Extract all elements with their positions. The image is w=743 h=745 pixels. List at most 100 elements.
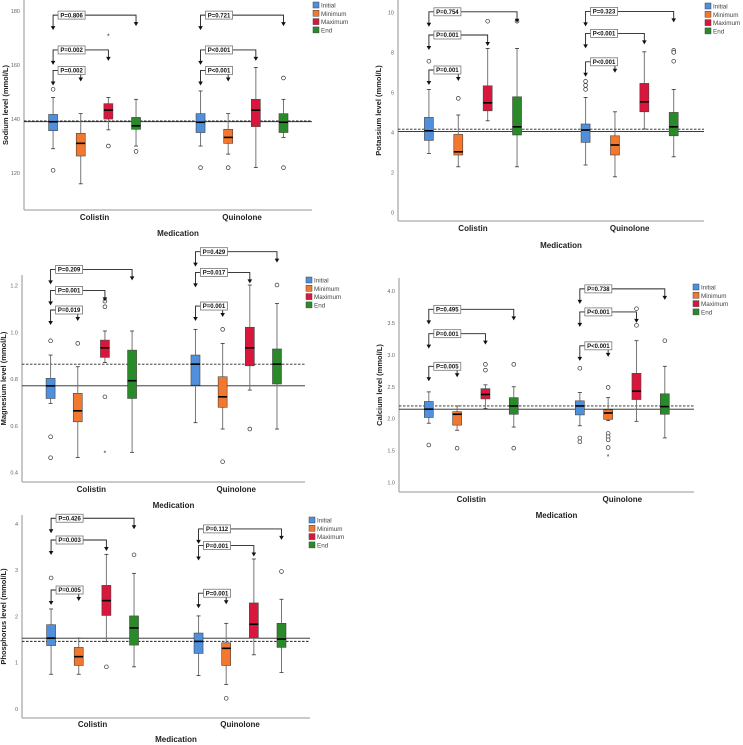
chart-panel-potassium: 0 2 4 6 8 10 Potassium level (mmol/L) Colistin Q… [374, 0, 740, 250]
p-value-label: P=0.001 [436, 33, 459, 39]
box-quinolone-maximum [251, 67, 261, 169]
x-category-label: Colistin [457, 495, 486, 504]
p-value-box [57, 45, 86, 55]
y-tick-label: 0.8 [10, 377, 18, 383]
box-iqr [424, 117, 434, 141]
outlier-point [198, 165, 203, 170]
box-quinolone-maximum [249, 558, 259, 656]
y-tick-label: 4 [15, 522, 18, 528]
box-quinolone-end [278, 75, 289, 170]
box-colistin-maximum: * [103, 33, 114, 149]
arrowhead-icon [281, 22, 286, 27]
legend-swatch-minimum [692, 292, 700, 299]
legend-swatch-end [308, 541, 316, 549]
p-value-label: P=0.002 [60, 69, 83, 75]
arrowhead-icon [426, 377, 432, 382]
y-tick-label: 1 [15, 661, 18, 667]
legend-label: End [321, 27, 333, 34]
outlier-point [48, 434, 53, 439]
box-colistin-maximum [482, 18, 493, 122]
comparison-bracket: P=0.426 [48, 513, 137, 534]
outlier-point [274, 282, 280, 288]
p-value-box [433, 329, 462, 339]
arrowhead-icon [662, 295, 668, 300]
p-value-box [55, 264, 83, 274]
comparison-bracket: P=0.002 [50, 45, 111, 65]
box-iqr [639, 83, 650, 113]
outlier-point [511, 445, 517, 451]
arrowhead-icon [193, 283, 198, 288]
comparison-bracket: P<0.001 [583, 28, 647, 49]
comparison-bracket: P=0.738 [577, 284, 668, 304]
arrowhead-icon [483, 340, 488, 345]
legend-label: Maximum [321, 19, 348, 26]
x-category-label: Colistin [78, 720, 107, 729]
p-value-box [205, 45, 233, 55]
y-tick-label: 0 [15, 707, 18, 713]
outlier-point [605, 445, 611, 450]
p-value-label: P=0.003 [58, 538, 81, 544]
x-category-label: Colistin [80, 213, 109, 222]
box-iqr [603, 409, 613, 420]
box-colistin-initial [45, 338, 56, 460]
box-quinolone-minimum [221, 622, 231, 701]
arrowhead-icon [426, 46, 432, 50]
p-value-label: P=0.001 [203, 304, 226, 310]
outlier-point [48, 455, 53, 460]
box-iqr [668, 112, 679, 137]
box-iqr [190, 354, 201, 386]
comparison-bracket: P=0.001 [426, 30, 490, 50]
legend-swatch-initial [308, 516, 316, 524]
box-quinolone-initial [195, 90, 206, 170]
outlier-point [48, 338, 53, 344]
legend-swatch-initial [704, 2, 712, 10]
p-value-label: P=0.209 [58, 268, 81, 274]
legend-swatch-initial [305, 276, 313, 284]
box-iqr [195, 113, 206, 133]
legend-swatch-minimum [312, 10, 320, 17]
arrowhead-icon [193, 317, 198, 322]
y-tick-label: 3 [15, 568, 18, 574]
arrowhead-icon [511, 316, 517, 321]
p-value-label: P<0.001 [208, 69, 231, 75]
y-tick-label: 1.0 [387, 481, 395, 487]
comparison-bracket: P=0.323 [583, 7, 677, 27]
box-colistin-end [129, 552, 139, 668]
box-iqr [100, 339, 110, 358]
outlier-point [605, 385, 611, 390]
arrowhead-icon [426, 344, 432, 349]
outlier-point [279, 569, 284, 574]
y-tick-label: 3.0 [387, 353, 395, 359]
legend-label: Initial [701, 285, 716, 292]
box-iqr [453, 134, 464, 156]
box-iqr [249, 602, 259, 639]
y-tick-label: 160 [11, 63, 20, 69]
outlier-point [634, 306, 639, 311]
legend-swatch-minimum [308, 525, 316, 532]
box-iqr [75, 133, 86, 157]
outlier-point [577, 365, 583, 371]
comparison-bracket: P=0.003 [48, 535, 109, 555]
box-iqr [659, 393, 670, 415]
y-axis-title: Potassium level (mmol/L) [374, 65, 383, 156]
legend-label: Minimum [701, 293, 727, 300]
arrowhead-icon [279, 535, 284, 540]
x-category-label: Quinolone [603, 495, 643, 504]
legend-swatch-end [704, 27, 712, 35]
legend-label: Minimum [321, 11, 347, 18]
p-value-label: P=0.754 [436, 10, 459, 16]
p-value-box [433, 361, 462, 371]
p-value-label: P=0.001 [436, 68, 459, 74]
comparison-bracket: P=0.017 [193, 268, 253, 288]
arrowhead-icon [577, 356, 583, 361]
box-iqr [72, 393, 83, 423]
legend-label: Initial [713, 4, 728, 11]
p-value-box [584, 284, 613, 294]
outlier-point [483, 362, 488, 367]
outlier-point [48, 575, 54, 581]
arrowhead-icon [274, 258, 280, 263]
p-value-label: P=0.323 [593, 10, 616, 16]
legend-label: Minimum [317, 526, 343, 533]
